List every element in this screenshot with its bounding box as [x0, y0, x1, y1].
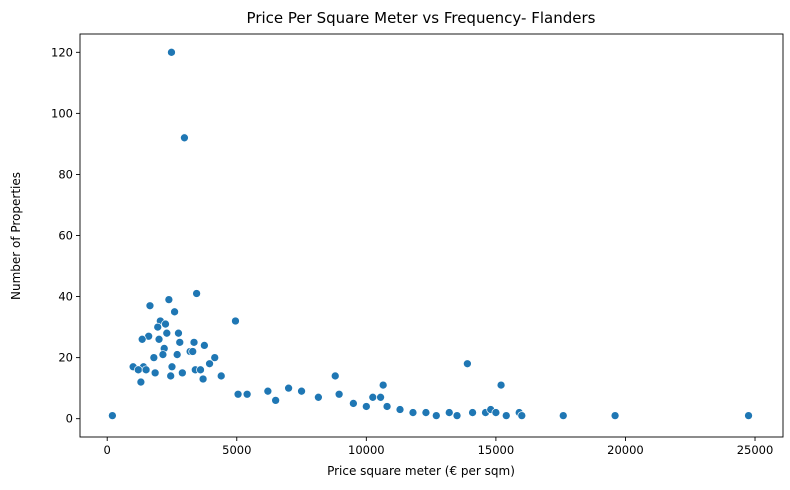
- y-axis-label: Number of Properties: [9, 172, 23, 300]
- x-axis-label: Price square meter (€ per sqm): [327, 464, 515, 478]
- data-point: [378, 380, 388, 390]
- data-points: [108, 47, 753, 420]
- data-point: [395, 405, 405, 414]
- data-point: [137, 334, 147, 344]
- data-point: [744, 411, 753, 420]
- x-axis: 0 5000 10000 15000 20000 25000: [104, 437, 774, 457]
- y-tick-label: 80: [58, 167, 73, 181]
- data-point: [154, 334, 164, 344]
- data-point: [108, 411, 117, 420]
- data-point: [314, 392, 323, 402]
- data-point: [408, 408, 418, 417]
- data-point: [174, 328, 183, 338]
- data-point: [610, 411, 620, 420]
- data-point: [349, 399, 358, 408]
- data-point: [334, 389, 344, 399]
- data-point: [153, 322, 163, 332]
- data-point: [200, 341, 209, 350]
- data-point: [180, 133, 189, 143]
- data-point: [263, 386, 273, 396]
- y-tick-label: 100: [51, 106, 73, 120]
- data-point: [330, 371, 340, 381]
- data-point: [166, 371, 176, 381]
- x-tick-label: 20000: [607, 443, 644, 457]
- data-point: [431, 411, 441, 420]
- data-point: [196, 365, 205, 375]
- data-point: [468, 408, 477, 417]
- data-point: [517, 411, 527, 420]
- data-point: [205, 359, 214, 369]
- data-point: [167, 362, 177, 372]
- y-tick-label: 0: [66, 412, 73, 426]
- data-point: [172, 350, 182, 359]
- x-tick-label: 10000: [348, 443, 385, 457]
- data-point: [175, 338, 185, 347]
- data-point: [170, 307, 179, 317]
- y-tick-label: 120: [51, 45, 73, 59]
- data-point: [231, 316, 240, 326]
- data-point: [421, 408, 431, 417]
- data-point: [150, 368, 160, 378]
- data-point: [368, 392, 378, 402]
- y-tick-label: 20: [58, 351, 73, 365]
- data-point: [145, 301, 155, 311]
- data-point: [188, 347, 198, 356]
- data-point: [284, 383, 293, 393]
- x-tick-label: 15000: [478, 443, 515, 457]
- y-tick-label: 60: [58, 229, 73, 243]
- data-point: [463, 359, 472, 369]
- data-point: [242, 389, 252, 399]
- data-point: [558, 411, 568, 420]
- data-point: [164, 295, 174, 304]
- data-point: [133, 365, 143, 375]
- data-point: [382, 402, 392, 411]
- chart-title: Price Per Square Meter vs Frequency- Fla…: [247, 9, 596, 27]
- data-point: [198, 374, 208, 384]
- data-point: [271, 396, 280, 405]
- data-point: [376, 392, 385, 402]
- data-point: [297, 386, 306, 396]
- data-point: [178, 368, 187, 378]
- data-point: [158, 350, 168, 359]
- data-point: [141, 365, 151, 375]
- plot-frame: [79, 33, 784, 438]
- data-point: [216, 371, 226, 381]
- data-point: [210, 353, 220, 362]
- data-point: [444, 408, 454, 417]
- data-point: [149, 353, 159, 362]
- data-point: [136, 377, 146, 387]
- y-tick-label: 40: [58, 290, 73, 304]
- data-point: [162, 328, 172, 338]
- data-point: [496, 380, 506, 390]
- x-tick-label: 25000: [737, 443, 774, 457]
- x-tick-label: 0: [104, 443, 111, 457]
- x-tick-label: 5000: [222, 443, 251, 457]
- data-point: [167, 47, 176, 57]
- data-point: [161, 319, 170, 329]
- data-point: [233, 389, 243, 399]
- data-point: [452, 411, 462, 420]
- data-point: [491, 408, 501, 417]
- data-point: [361, 402, 371, 411]
- data-point: [192, 289, 201, 298]
- data-point: [501, 411, 511, 420]
- y-axis: 0 20 40 60 80 100 120: [51, 45, 80, 426]
- data-point: [189, 338, 199, 347]
